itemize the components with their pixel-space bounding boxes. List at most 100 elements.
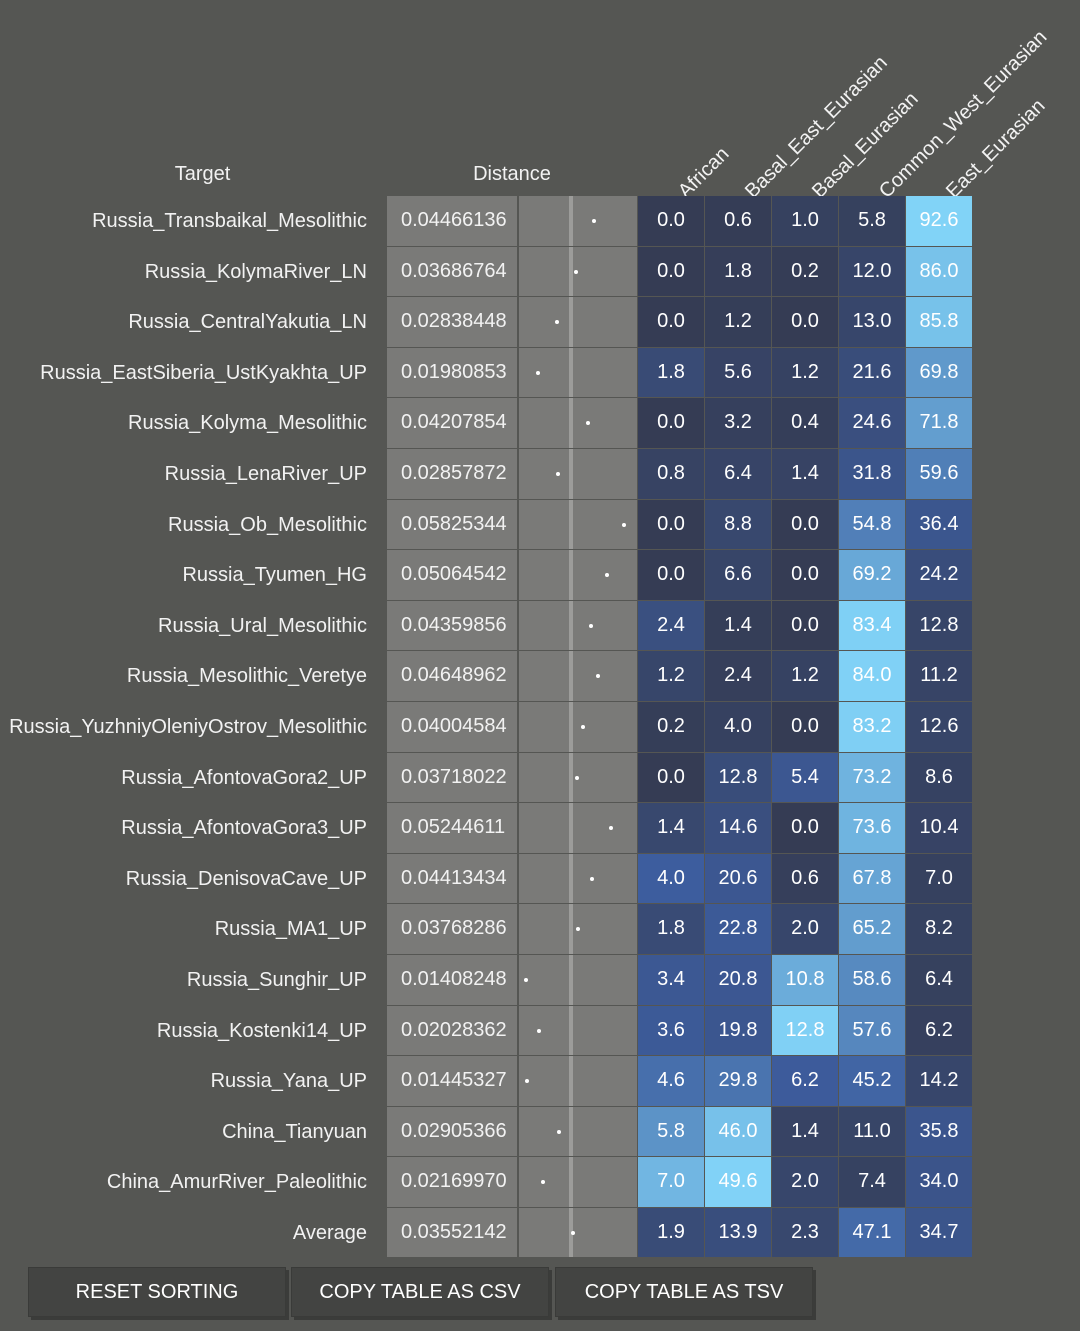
distance-bar: [519, 904, 637, 954]
target-column-header[interactable]: Target: [174, 163, 231, 185]
value-cell-african: 0.0: [638, 196, 704, 246]
value-cell-basal-eurasian: 0.0: [772, 499, 838, 550]
distance-bar: [519, 499, 637, 550]
value-cell-basal-eurasian: 5.4: [772, 752, 838, 803]
distance-value: 0.01980853: [387, 347, 517, 398]
table-row: China_AmurRiver_Paleolithic 0.02169970 7.0…: [0, 1157, 1080, 1208]
target-name: Russia_YuzhniyOleniyOstrov_Mesolithic: [9, 715, 367, 738]
distance-value: 0.03768286: [387, 904, 517, 954]
value-cell-east-eurasian: 69.8: [906, 347, 972, 398]
table-row: Russia_Mesolithic_Veretye 0.04648962 1.2 2.…: [0, 651, 1080, 702]
distance-value: 0.05825344: [387, 499, 517, 550]
distance-bar: [519, 752, 637, 803]
target-name: Russia_EastSiberia_UstKyakhta_UP: [40, 361, 367, 384]
value-cell-basal-eurasian: 0.0: [772, 600, 838, 651]
distance-dot: [621, 522, 626, 527]
value-cell-common-west-eurasian: 84.0: [839, 651, 905, 701]
value-cell-east-eurasian: 34.7: [906, 1207, 972, 1258]
value-cell-common-west-eurasian: 11.0: [839, 1106, 905, 1157]
distance-column-header[interactable]: Distance: [473, 163, 551, 185]
value-cell-common-west-eurasian: 57.6: [839, 1005, 905, 1056]
distance-bar: [519, 297, 637, 347]
value-cell-basal-eurasian: 1.0: [772, 196, 838, 246]
value-cell-african: 2.4: [638, 600, 704, 651]
distance-dot: [555, 471, 560, 476]
distance-value: 0.02905366: [387, 1106, 517, 1157]
target-name: Russia_Yana_UP: [210, 1070, 367, 1093]
value-cell-african: 1.8: [638, 904, 704, 954]
table-row: Russia_Kolyma_Mesolithic 0.04207854 0.0 3.2…: [0, 398, 1080, 449]
value-cell-east-eurasian: 24.2: [906, 550, 972, 600]
value-cell-basal-eurasian: 10.8: [772, 954, 838, 1005]
value-cell-basal-east-eurasian: 3.2: [705, 398, 771, 448]
distance-bar: [519, 1106, 637, 1157]
value-cell-african: 3.6: [638, 1005, 704, 1056]
average-distance-line: [569, 196, 573, 246]
value-cell-common-west-eurasian: 54.8: [839, 499, 905, 550]
column-header-african[interactable]: African: [674, 142, 734, 203]
table-row: Russia_CentralYakutia_LN 0.02838448 0.0 1.2…: [0, 297, 1080, 348]
average-distance-line: [569, 853, 573, 904]
distance-bar: [519, 1207, 637, 1258]
value-cell-basal-east-eurasian: 4.0: [705, 701, 771, 752]
value-cell-basal-east-eurasian: 12.8: [705, 752, 771, 803]
distance-bar: [519, 600, 637, 651]
value-cell-basal-east-eurasian: 5.6: [705, 347, 771, 398]
distance-value: 0.02838448: [387, 297, 517, 347]
value-cell-east-eurasian: 92.6: [906, 196, 972, 246]
copy-tsv-button[interactable]: COPY TABLE AS TSV: [555, 1267, 813, 1317]
value-cell-common-west-eurasian: 24.6: [839, 398, 905, 448]
distance-bar: [519, 954, 637, 1005]
average-distance-line: [569, 398, 573, 448]
table-row: China_Tianyuan 0.02905366 5.8 46.0 1.4 11.0 35…: [0, 1106, 1080, 1158]
table-row: Russia_EastSiberia_UstKyakhta_UP 0.019808…: [0, 347, 1080, 399]
value-cell-african: 0.8: [638, 448, 704, 499]
distance-bar: [519, 1005, 637, 1056]
distance-bar: [519, 550, 637, 600]
target-name: Russia_Ob_Mesolithic: [168, 513, 367, 536]
value-cell-basal-eurasian: 0.2: [772, 246, 838, 297]
table-row: Russia_DenisovaCave_UP 0.04413434 4.0 20.6 0…: [0, 853, 1080, 905]
distance-dot: [590, 876, 595, 881]
average-distance-line: [569, 1056, 573, 1106]
value-cell-east-eurasian: 8.2: [906, 904, 972, 954]
target-name: China_AmurRiver_Paleolithic: [106, 1171, 367, 1194]
value-cell-common-west-eurasian: 13.0: [839, 297, 905, 347]
distance-bar: [519, 651, 637, 701]
reset-sorting-button[interactable]: RESET SORTING: [28, 1267, 286, 1317]
table-row: Russia_AfontovaGora3_UP 0.05244611 1.4 14.6…: [0, 803, 1080, 854]
value-cell-east-eurasian: 12.6: [906, 701, 972, 752]
value-cell-common-west-eurasian: 21.6: [839, 347, 905, 398]
target-name: Russia_Ural_Mesolithic: [158, 614, 367, 637]
table-row: Russia_MA1_UP 0.03768286 1.8 22.8 2.0 65.2 8.2: [0, 904, 1080, 955]
value-cell-common-west-eurasian: 58.6: [839, 954, 905, 1005]
value-cell-african: 4.0: [638, 853, 704, 904]
value-cell-basal-eurasian: 0.6: [772, 853, 838, 904]
value-cell-east-eurasian: 86.0: [906, 246, 972, 297]
table-row: Russia_Ob_Mesolithic 0.05825344 0.0 8.8 0.0 5…: [0, 499, 1080, 551]
distance-bar: [519, 448, 637, 499]
value-cell-african: 7.0: [638, 1157, 704, 1207]
table-row: Russia_Ural_Mesolithic 0.04359856 2.4 1.4 0.…: [0, 600, 1080, 652]
value-cell-basal-east-eurasian: 1.8: [705, 246, 771, 297]
value-cell-basal-eurasian: 0.0: [772, 803, 838, 853]
target-name: Russia_LenaRiver_UP: [164, 462, 367, 485]
value-cell-african: 0.2: [638, 701, 704, 752]
average-distance-line: [569, 752, 573, 803]
distance-bar: [519, 853, 637, 904]
distance-bar: [519, 246, 637, 297]
average-row: Average 0.03552142 1.9 13.9 2.3 47.1 34.7: [0, 1207, 1080, 1259]
average-distance-line: [569, 1157, 573, 1207]
value-cell-african: 0.0: [638, 246, 704, 297]
copy-csv-button[interactable]: COPY TABLE AS CSV: [291, 1267, 549, 1317]
value-cell-common-west-eurasian: 67.8: [839, 853, 905, 904]
average-distance-line: [569, 1005, 573, 1056]
target-name: Russia_Tyumen_HG: [182, 564, 367, 587]
value-cell-common-west-eurasian: 73.2: [839, 752, 905, 803]
value-cell-east-eurasian: 35.8: [906, 1106, 972, 1157]
target-name: Russia_Transbaikal_Mesolithic: [92, 210, 367, 232]
target-name: Russia_MA1_UP: [214, 918, 367, 941]
value-cell-basal-eurasian: 2.0: [772, 904, 838, 954]
distance-bar: [519, 196, 637, 246]
average-distance-line: [569, 701, 573, 752]
